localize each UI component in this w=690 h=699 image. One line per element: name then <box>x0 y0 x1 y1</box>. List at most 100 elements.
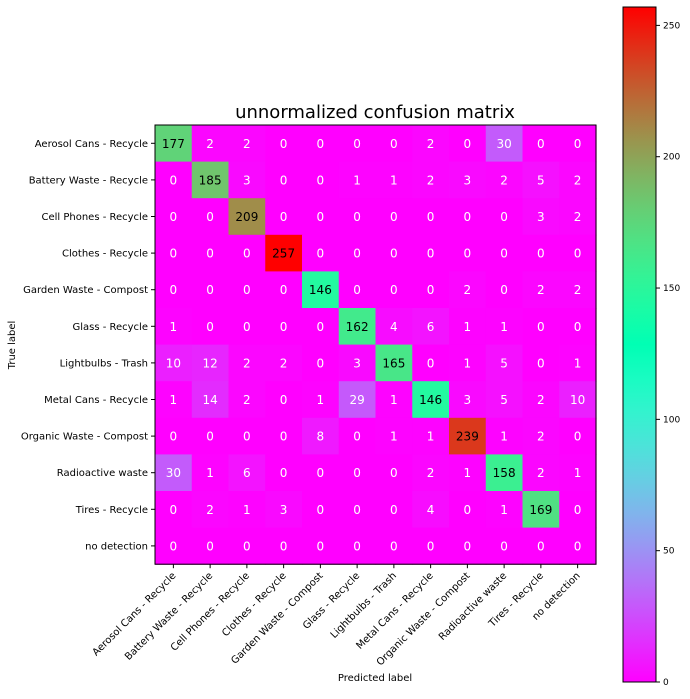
cell-value: 2 <box>537 466 545 480</box>
heatmap-cell <box>228 417 266 455</box>
cell-value: 0 <box>353 466 361 480</box>
heatmap-cell <box>191 344 230 382</box>
cell-value: 3 <box>243 173 251 187</box>
heatmap-cell <box>522 308 560 346</box>
heatmap-cell <box>191 527 230 565</box>
heatmap-cell <box>302 344 340 382</box>
heatmap-cell <box>265 454 303 492</box>
cell-value: 0 <box>427 210 435 224</box>
heatmap-cell <box>412 234 450 272</box>
heatmap-cell <box>191 234 230 272</box>
colorbar-tick-label: 200 <box>663 153 680 163</box>
cell-value: 2 <box>574 173 582 187</box>
cell-value: 0 <box>537 320 545 334</box>
cell-value: 0 <box>206 247 214 261</box>
y-tick-label: no detection <box>85 541 148 552</box>
cell-value: 0 <box>206 320 214 334</box>
heatmap-cell <box>559 125 597 163</box>
heatmap-cell <box>375 491 413 529</box>
heatmap-cell <box>559 161 597 199</box>
heatmap-cell <box>302 454 340 492</box>
cell-value: 0 <box>317 247 325 261</box>
heatmap-cell <box>228 161 266 199</box>
heatmap-cell <box>559 491 597 529</box>
y-tick-label: Tires - Recycle <box>75 505 148 516</box>
heatmap-cell <box>559 527 597 565</box>
cell-value: 3 <box>280 503 288 517</box>
cell-value: 10 <box>166 356 181 370</box>
cell-value: 0 <box>464 539 472 553</box>
heatmap-cell <box>485 381 524 419</box>
cell-value: 2 <box>243 393 251 407</box>
chart-title: unnormalized confusion matrix <box>235 102 515 123</box>
heatmap-cell <box>522 454 560 492</box>
heatmap-cell <box>449 454 487 492</box>
cell-value: 158 <box>493 466 516 480</box>
heatmap-cell <box>485 161 524 199</box>
heatmap-cell <box>449 234 487 272</box>
heatmap-cell <box>338 344 377 382</box>
cell-value: 6 <box>243 466 251 480</box>
heatmap-cell <box>338 491 377 529</box>
cell-value: 0 <box>427 539 435 553</box>
x-axis-label: Predicted label <box>338 673 412 684</box>
cell-value: 1 <box>574 356 582 370</box>
cell-value: 2 <box>537 393 545 407</box>
heatmap-cell <box>338 381 377 419</box>
cell-value: 4 <box>390 320 398 334</box>
heatmap-cell <box>302 271 340 309</box>
heatmap-cell <box>485 527 524 565</box>
x-tick-label: Lightbulbs - Trash <box>329 571 399 641</box>
heatmap-cell <box>559 234 597 272</box>
cell-value: 2 <box>574 210 582 224</box>
cell-value: 0 <box>464 247 472 261</box>
heatmap-cell <box>449 125 487 163</box>
cell-value: 0 <box>280 466 288 480</box>
cell-value: 2 <box>537 283 545 297</box>
cell-value: 2 <box>427 466 435 480</box>
heatmap-cell <box>449 308 487 346</box>
heatmap-cell <box>559 344 597 382</box>
cell-value: 2 <box>427 173 435 187</box>
cell-value: 1 <box>390 430 398 444</box>
heatmap-cell <box>449 161 487 199</box>
heatmap-cell <box>338 161 377 199</box>
cell-value: 2 <box>500 173 508 187</box>
heatmap-cell <box>485 234 524 272</box>
heatmap-cell <box>228 308 266 346</box>
cell-value: 0 <box>353 539 361 553</box>
y-tick-label: Cell Phones - Recycle <box>41 212 148 223</box>
heatmap-cell <box>522 125 560 163</box>
heatmap-cell <box>375 454 413 492</box>
heatmap-cell <box>191 125 230 163</box>
heatmap-cell <box>155 454 193 492</box>
cell-value: 0 <box>243 320 251 334</box>
colorbar-tick-label: 250 <box>663 21 680 31</box>
heatmap-cell <box>375 381 413 419</box>
cell-value: 2 <box>206 137 214 151</box>
heatmap-cell <box>449 198 487 236</box>
y-tick-label: Radioactive waste <box>57 468 148 479</box>
heatmap-cell <box>228 125 266 163</box>
cell-value: 1 <box>206 466 214 480</box>
heatmap-cell <box>485 125 524 163</box>
heatmap-cell <box>412 198 450 236</box>
cell-value: 0 <box>500 210 508 224</box>
colorbar-tick-label: 100 <box>663 415 680 425</box>
heatmap-cell <box>265 381 303 419</box>
cell-value: 0 <box>206 283 214 297</box>
cell-value: 0 <box>317 173 325 187</box>
cell-value: 0 <box>427 247 435 261</box>
cell-value: 0 <box>170 247 178 261</box>
x-tick-label: Clothes - Recycle <box>220 571 289 640</box>
cell-value: 2 <box>464 283 472 297</box>
cell-value: 0 <box>243 247 251 261</box>
cell-value: 6 <box>427 320 435 334</box>
cell-value: 1 <box>353 173 361 187</box>
cell-value: 0 <box>317 503 325 517</box>
cell-value: 1 <box>427 430 435 444</box>
y-tick-label: Lightbulbs - Trash <box>60 358 148 369</box>
cell-value: 162 <box>346 320 369 334</box>
